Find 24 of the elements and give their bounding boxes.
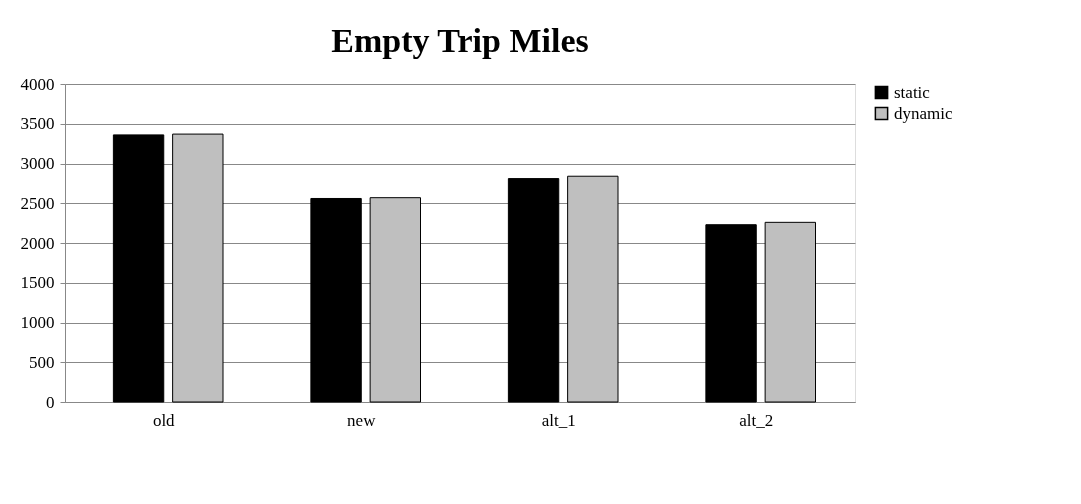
x-tick-label: new — [347, 410, 377, 430]
legend-label: static — [894, 82, 931, 102]
bar — [567, 175, 619, 403]
x-tick-label: old — [152, 410, 176, 430]
y-tick-label: 2000 — [20, 233, 55, 253]
x-tick-label: alt_1 — [541, 410, 576, 430]
y-tick-label: 1000 — [20, 313, 55, 332]
bar — [369, 197, 421, 403]
y-tick-label: 1500 — [20, 273, 55, 293]
y-tick-label: 3000 — [20, 154, 55, 173]
y-tick-label: 500 — [29, 352, 55, 372]
bar — [764, 221, 816, 403]
y-tick-label: 0 — [46, 392, 55, 412]
bar — [507, 178, 560, 403]
bar — [172, 133, 224, 403]
y-tick-label: 4000 — [20, 74, 55, 94]
x-tick-label: alt_2 — [739, 410, 774, 430]
y-tick-label: 2500 — [20, 193, 55, 213]
legend-label: dynamic — [894, 103, 953, 123]
chart-title: Empty Trip Miles — [331, 22, 589, 59]
bar — [705, 224, 757, 403]
bar — [310, 197, 362, 403]
bar — [112, 134, 165, 403]
y-tick-label: 3500 — [20, 114, 55, 134]
